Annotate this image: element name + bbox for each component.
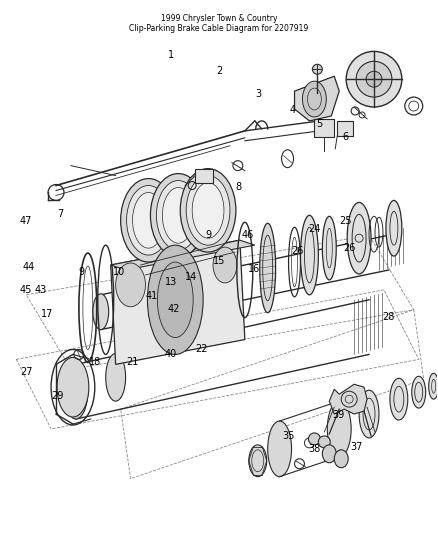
Ellipse shape (268, 421, 292, 477)
Circle shape (356, 61, 392, 97)
Text: 7: 7 (57, 208, 63, 219)
Ellipse shape (334, 450, 348, 468)
Text: 37: 37 (350, 441, 362, 451)
Text: 25: 25 (339, 216, 351, 227)
Polygon shape (294, 76, 339, 121)
Text: 40: 40 (164, 349, 177, 359)
Text: 42: 42 (167, 304, 180, 314)
Text: 3: 3 (255, 90, 261, 99)
Text: 22: 22 (195, 344, 208, 353)
Ellipse shape (133, 192, 164, 248)
Text: 9: 9 (205, 230, 211, 240)
Text: 13: 13 (165, 277, 177, 287)
Text: 9: 9 (79, 267, 85, 277)
Ellipse shape (127, 185, 170, 255)
Ellipse shape (116, 263, 145, 307)
Ellipse shape (162, 188, 194, 243)
Text: 15: 15 (213, 256, 225, 266)
Text: 45: 45 (19, 285, 32, 295)
Text: 28: 28 (382, 312, 395, 322)
Text: 26: 26 (291, 246, 304, 256)
Ellipse shape (64, 364, 88, 419)
Text: 39: 39 (332, 410, 345, 420)
Ellipse shape (390, 378, 408, 420)
Text: 2: 2 (216, 66, 222, 76)
Ellipse shape (186, 175, 230, 245)
Circle shape (312, 64, 322, 74)
Ellipse shape (386, 200, 402, 256)
Text: 41: 41 (145, 290, 158, 301)
Circle shape (318, 436, 330, 448)
Text: 17: 17 (41, 309, 53, 319)
Text: 35: 35 (283, 431, 295, 441)
Bar (195, 168, 213, 182)
Polygon shape (111, 240, 245, 365)
Text: 8: 8 (236, 182, 242, 192)
Ellipse shape (157, 262, 193, 337)
Text: 18: 18 (89, 357, 101, 367)
Text: 1999 Chrysler Town & Country
Clip-Parking Brake Cable Diagram for 2207919: 1999 Chrysler Town & Country Clip-Parkin… (129, 14, 309, 33)
Text: 44: 44 (23, 262, 35, 271)
Ellipse shape (57, 358, 89, 417)
Text: 29: 29 (51, 391, 63, 401)
Ellipse shape (192, 182, 224, 238)
Text: 6: 6 (342, 132, 348, 142)
Text: 43: 43 (35, 285, 47, 295)
Text: 10: 10 (113, 267, 125, 277)
Text: 16: 16 (248, 264, 260, 274)
Ellipse shape (150, 174, 206, 257)
Ellipse shape (213, 247, 237, 283)
Text: 5: 5 (316, 118, 322, 128)
Circle shape (346, 51, 402, 107)
Ellipse shape (249, 445, 267, 477)
Ellipse shape (347, 203, 371, 274)
Ellipse shape (322, 216, 336, 280)
Text: 26: 26 (343, 243, 356, 253)
Bar (314, 119, 334, 137)
Text: 38: 38 (309, 444, 321, 454)
Ellipse shape (93, 294, 109, 329)
Text: 46: 46 (241, 230, 254, 240)
Ellipse shape (412, 376, 426, 408)
Text: 24: 24 (308, 224, 321, 235)
Bar (337, 121, 353, 136)
Ellipse shape (429, 373, 438, 399)
Polygon shape (329, 384, 367, 414)
Ellipse shape (300, 215, 318, 295)
Ellipse shape (260, 223, 276, 313)
Ellipse shape (148, 245, 203, 354)
Ellipse shape (322, 445, 336, 463)
Text: 4: 4 (290, 105, 296, 115)
Circle shape (366, 71, 382, 87)
Ellipse shape (303, 81, 326, 117)
Text: 21: 21 (126, 357, 138, 367)
Text: 27: 27 (21, 367, 33, 377)
Ellipse shape (106, 353, 126, 401)
Ellipse shape (327, 401, 351, 457)
Ellipse shape (359, 390, 379, 438)
Text: 14: 14 (184, 272, 197, 282)
Ellipse shape (156, 181, 200, 250)
Ellipse shape (180, 168, 236, 252)
Text: 47: 47 (19, 216, 32, 227)
Circle shape (308, 433, 320, 445)
Text: 1: 1 (168, 50, 174, 60)
Polygon shape (111, 240, 255, 270)
Ellipse shape (120, 179, 176, 262)
